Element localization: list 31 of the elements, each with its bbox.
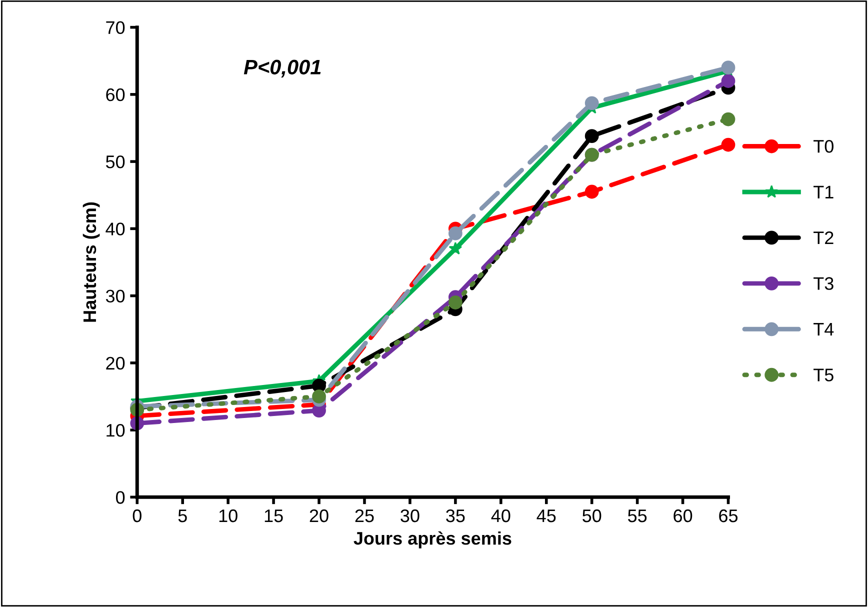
- y-tick-label: 40: [106, 222, 125, 236]
- x-tick-label: 15: [264, 510, 283, 522]
- legend-label: T1: [814, 186, 834, 198]
- legend-label: T5: [814, 368, 834, 382]
- x-tick-label: 20: [310, 509, 328, 522]
- x-tick-label: 55: [628, 510, 647, 522]
- y-tick-label: 10: [106, 424, 125, 437]
- legend-label: T2: [814, 231, 834, 244]
- y-tick-label: 60: [106, 88, 125, 102]
- y-axis-title: Hauteurs (cm): [82, 202, 100, 322]
- x-tick-label: 5: [178, 510, 187, 522]
- legend-label: T0: [814, 140, 834, 153]
- x-tick-label: 45: [536, 510, 556, 522]
- y-tick-label: 50: [106, 155, 125, 168]
- legend-label: T3: [814, 277, 834, 290]
- y-tick-label: 70: [106, 21, 125, 34]
- annotation: P<0,001: [244, 60, 321, 78]
- x-tick-label: 60: [674, 509, 692, 522]
- y-tick-label: 20: [106, 356, 125, 370]
- x-tick-label: 35: [446, 509, 465, 522]
- x-tick-label: 25: [355, 509, 374, 522]
- y-tick-label: 0: [116, 491, 125, 504]
- x-axis-title: Jours après semis: [354, 531, 512, 548]
- x-tick-label: 65: [719, 509, 738, 522]
- x-tick-label: 40: [491, 509, 510, 522]
- y-tick-label: 30: [106, 290, 125, 302]
- x-tick-label: 0: [132, 509, 142, 522]
- x-tick-label: 50: [582, 509, 602, 522]
- x-tick-label: 30: [400, 509, 420, 522]
- legend-label: T4: [814, 323, 834, 336]
- x-tick-label: 10: [219, 509, 238, 522]
